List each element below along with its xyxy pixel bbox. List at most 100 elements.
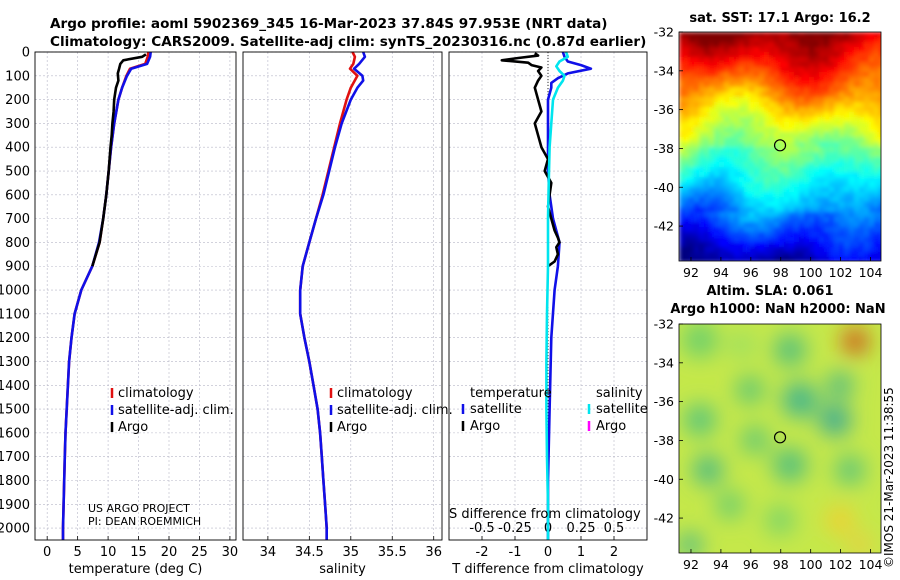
y-tick-label: -42	[654, 219, 674, 234]
sla-map	[679, 324, 881, 553]
difference-panel: -2 -1 0 1 2-0.5 -0.25 0 0.25 0.5T difference fro…	[448, 51, 648, 577]
figure-title-line1: Argo profile: aoml 5902369_345 16-Mar-20…	[50, 16, 608, 32]
plot-area	[35, 52, 236, 540]
x-tick-label: 35.5	[378, 545, 407, 560]
series-line-salinity-satellite	[545, 51, 570, 540]
legend-label-argo: Argo	[337, 420, 367, 435]
y-tick-label: -34	[654, 355, 674, 370]
legend-label-satellite: satellite-adj. clim.	[337, 403, 453, 418]
difference-legend: temperature salinity satellite Argo sate…	[461, 386, 648, 434]
project-credit: US ARGO PROJECT	[88, 502, 190, 515]
legend-label-climatology: climatology	[118, 386, 194, 401]
temperature-legend: climatology satellite-adj. clim. Argo	[110, 386, 234, 435]
y-tick-label: 200	[5, 93, 30, 108]
y-tick-label: -36	[654, 394, 674, 409]
x2-tick-label: 0.5	[604, 521, 625, 536]
y-tick-label: -36	[654, 102, 674, 117]
x-tick-label: 98	[773, 265, 789, 280]
y-tick-label: 300	[5, 117, 30, 132]
series-line-argo	[91, 53, 147, 267]
imos-timestamp: ©IMOS 21-Mar-2023 11:38:55	[882, 387, 896, 568]
y-tick-label: 800	[5, 236, 30, 251]
y-tick-label: -34	[654, 63, 674, 78]
sst-map	[679, 32, 881, 261]
plot-frame	[448, 51, 648, 541]
x-tick-label: 98	[773, 557, 789, 572]
x-tick-label: 34.5	[295, 545, 324, 560]
y-tick-label: -38	[654, 141, 674, 156]
x-tick-label: 0	[544, 545, 552, 560]
y-tick-label: -38	[654, 433, 674, 448]
sla-map-title-line2: Argo h1000: NaN h2000: NaN	[670, 302, 885, 317]
series-line-satellite-adj-clim-	[298, 51, 367, 540]
salinity-panel: 34 34.5 35 35.5 36 salinity	[242, 51, 443, 577]
x-tick-label: -2	[476, 545, 489, 560]
x-tick-label: 100	[799, 557, 823, 572]
x-tick-label: 35	[343, 545, 360, 560]
x-tick-label: 94	[713, 557, 729, 572]
x-tick-label: 102	[829, 265, 853, 280]
legend-label-satellite: satellite-adj. clim.	[118, 403, 234, 418]
x-tick-label: 92	[683, 557, 699, 572]
x-tick-label: 34	[260, 545, 277, 560]
sst-map-axes: 92 94 96 98 100 102 104 -32 -34 -36 -38 -40 -42	[654, 25, 883, 281]
y-tick-label: 900	[5, 260, 30, 275]
temperature-panel: 0 5 10 15 20 25 300100200300400500600700800900…	[0, 46, 238, 578]
legend-header-salinity: salinity	[596, 386, 643, 401]
y-tick-label: 700	[5, 212, 30, 227]
legend-label-t-satellite: satellite	[470, 402, 522, 417]
y-tick-label: 1700	[0, 450, 30, 465]
x-tick-label: 96	[743, 557, 759, 572]
x-tick-label: -1	[509, 545, 522, 560]
y-tick-label: 1600	[0, 426, 30, 441]
legend-label-s-argo: Argo	[596, 419, 626, 434]
legend-label-s-satellite: satellite	[596, 402, 648, 417]
figure-title-line2: Climatology: CARS2009. Satellite-adj cli…	[50, 34, 646, 50]
legend-header-temperature: temperature	[470, 386, 552, 401]
y-tick-label: 1900	[0, 498, 30, 513]
y-tick-label: 100	[5, 69, 30, 84]
x-tick-label: 100	[799, 265, 823, 280]
x-axis-label: T difference from climatology	[451, 562, 644, 577]
s-difference-label: S difference from climatology	[449, 507, 641, 522]
y-tick-label: -32	[654, 317, 674, 332]
legend-label-argo: Argo	[118, 420, 148, 435]
y-tick-label: -32	[654, 25, 674, 40]
x-tick-label: 94	[713, 265, 729, 280]
y-tick-label: 2000	[0, 522, 30, 537]
legend-label-t-argo: Argo	[470, 419, 500, 434]
sla-map-title-line1: Altim. SLA: 0.061	[707, 284, 834, 299]
plot-frame	[242, 51, 443, 541]
y-tick-label: 0	[22, 46, 30, 61]
x-tick-label: 5	[73, 545, 81, 560]
y-tick-label: 1300	[0, 355, 30, 370]
y-tick-label: -40	[654, 472, 674, 487]
y-tick-label: -42	[654, 511, 674, 526]
x-tick-label: 0	[43, 545, 51, 560]
x-tick-label: 36	[425, 545, 442, 560]
x-tick-label: 104	[859, 265, 883, 280]
x-tick-label: 92	[683, 265, 699, 280]
series-line-temperature-satellite	[546, 51, 593, 540]
y-tick-label: 400	[5, 141, 30, 156]
x2-tick-label: -0.5	[469, 521, 494, 536]
x-axis-label: temperature (deg C)	[69, 562, 203, 577]
sla-map-axes: 92 94 96 98 100 102 104 -32 -34 -36 -38 -40 -42	[654, 317, 883, 573]
y-tick-label: 1500	[0, 403, 30, 418]
legend-label-climatology: climatology	[337, 386, 413, 401]
plot-frame	[34, 51, 237, 541]
x-tick-label: 20	[161, 545, 178, 560]
series-line-temperature-argo	[500, 52, 561, 268]
y-tick-label: 1100	[0, 307, 30, 322]
x-tick-label: 96	[743, 265, 759, 280]
y-tick-label: -40	[654, 180, 674, 195]
salinity-legend: climatology satellite-adj. clim. Argo	[329, 386, 453, 435]
sst-map-title: sat. SST: 17.1 Argo: 16.2	[689, 11, 870, 26]
x2-tick-label: 0.25	[567, 521, 596, 536]
argo-location-marker	[773, 139, 787, 152]
x-tick-label: 15	[130, 545, 147, 560]
x-tick-label: 10	[100, 545, 117, 560]
plot-area	[243, 52, 442, 540]
y-tick-label: 1800	[0, 474, 30, 489]
